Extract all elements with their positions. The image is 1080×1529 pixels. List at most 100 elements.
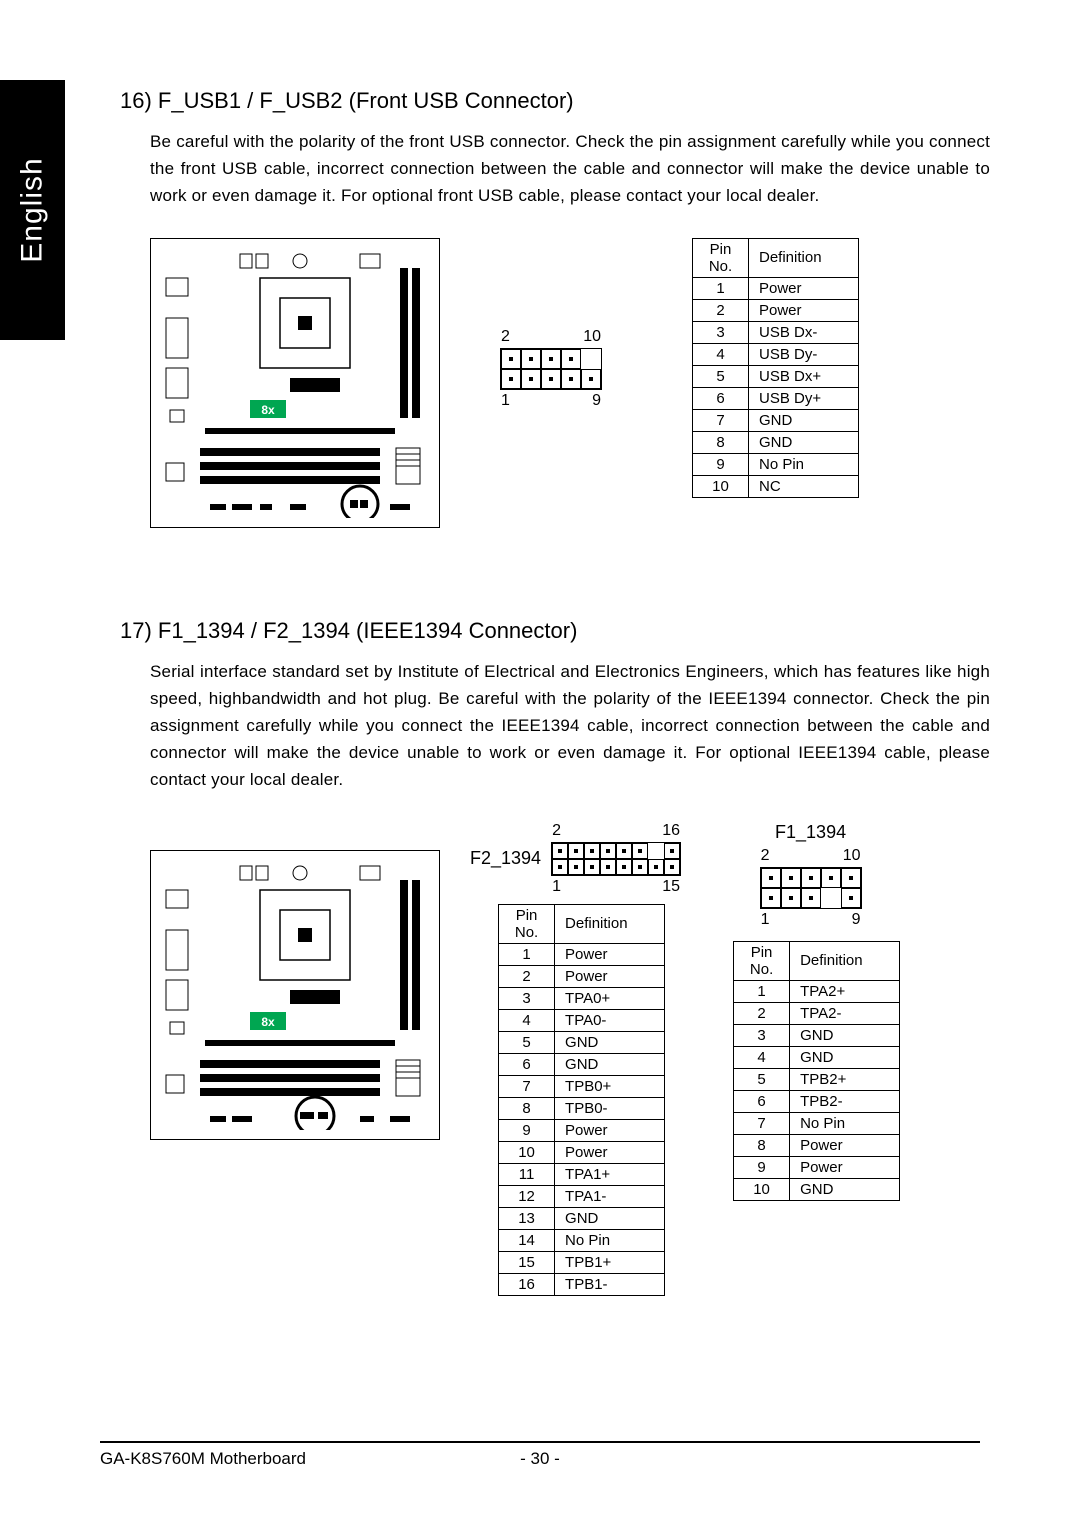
table-cell: TPA1- (555, 1185, 665, 1207)
table-cell: GND (790, 1046, 900, 1068)
table-cell: 1 (693, 277, 749, 299)
table-row: 5GND (499, 1031, 665, 1053)
table-header: Definition (790, 941, 900, 980)
table-cell: 12 (499, 1185, 555, 1207)
table-cell: GND (790, 1024, 900, 1046)
table-row: 4USB Dy- (693, 343, 859, 365)
table-cell: 5 (499, 1031, 555, 1053)
table-header: Pin No. (734, 941, 790, 980)
table-row: 8GND (693, 431, 859, 453)
table-cell: 15 (499, 1251, 555, 1273)
table-row: 7No Pin (734, 1112, 900, 1134)
table-cell: 4 (734, 1046, 790, 1068)
section17-figures-row: 8x (150, 822, 990, 1296)
table-cell: 4 (499, 1009, 555, 1031)
table-cell: GND (749, 431, 859, 453)
table-cell: TPA2- (790, 1002, 900, 1024)
table-cell: USB Dx- (749, 321, 859, 343)
table-row: 7TPB0+ (499, 1075, 665, 1097)
table-cell: 2 (499, 965, 555, 987)
table-row: 16TPB1- (499, 1273, 665, 1295)
table-cell: 1 (734, 980, 790, 1002)
language-tab: English (0, 80, 65, 340)
f1-1394-label: F1_1394 (775, 822, 846, 843)
motherboard-diagram-16: 8x (150, 238, 440, 528)
table-cell: 16 (499, 1273, 555, 1295)
table-row: 3TPA0+ (499, 987, 665, 1009)
table-cell: 1 (499, 943, 555, 965)
table-row: 15TPB1+ (499, 1251, 665, 1273)
table-row: 1TPA2+ (734, 980, 900, 1002)
section17-heading: 17) F1_1394 / F2_1394 (IEEE1394 Connecto… (120, 618, 990, 644)
section16-heading: 16) F_USB1 / F_USB2 (Front USB Connector… (120, 88, 990, 114)
table-cell: 10 (499, 1141, 555, 1163)
table-row: 9Power (499, 1119, 665, 1141)
table-cell: No Pin (790, 1112, 900, 1134)
usb-connector-diagram: 21019 (500, 328, 602, 410)
table-cell: 6 (499, 1053, 555, 1075)
table-cell: 2 (693, 299, 749, 321)
table-header: Definition (749, 238, 859, 277)
table-row: 5TPB2+ (734, 1068, 900, 1090)
table-row: 9No Pin (693, 453, 859, 475)
table-cell: 9 (499, 1119, 555, 1141)
table-row: 10GND (734, 1178, 900, 1200)
footer-page-number: - 30 - (393, 1449, 686, 1469)
table-row: 3USB Dx- (693, 321, 859, 343)
table-cell: 9 (693, 453, 749, 475)
table-row: 2TPA2- (734, 1002, 900, 1024)
table-header: Definition (555, 904, 665, 943)
table-cell: GND (555, 1031, 665, 1053)
table-cell: 5 (734, 1068, 790, 1090)
table-row: 10NC (693, 475, 859, 497)
f1-pin-table: Pin No. Definition 1TPA2+2TPA2-3GND4GND5… (733, 941, 900, 1201)
table-cell: Power (555, 965, 665, 987)
table-cell: 3 (693, 321, 749, 343)
table-row: 8Power (734, 1134, 900, 1156)
table-cell: TPA1+ (555, 1163, 665, 1185)
table-cell: 3 (499, 987, 555, 1009)
table-row: 6TPB2- (734, 1090, 900, 1112)
table-cell: Power (555, 1119, 665, 1141)
f2-1394-label: F2_1394 (470, 848, 541, 869)
table-row: 5USB Dx+ (693, 365, 859, 387)
svg-text:8x: 8x (261, 1015, 275, 1029)
table-cell: GND (790, 1178, 900, 1200)
f2-pin-table: Pin No. Definition 1Power2Power3TPA0+4TP… (498, 904, 665, 1296)
table-cell: Power (555, 943, 665, 965)
table-cell: Power (749, 299, 859, 321)
table-row: 6USB Dy+ (693, 387, 859, 409)
table-header: Pin No. (693, 238, 749, 277)
table-row: 2Power (693, 299, 859, 321)
table-cell: TPA0+ (555, 987, 665, 1009)
table-cell: GND (749, 409, 859, 431)
table-row: 1Power (693, 277, 859, 299)
table-cell: 13 (499, 1207, 555, 1229)
table-row: 7GND (693, 409, 859, 431)
section16-figures-row: 8x (150, 238, 990, 528)
table-cell: GND (555, 1053, 665, 1075)
table-row: 10Power (499, 1141, 665, 1163)
table-cell: No Pin (749, 453, 859, 475)
page-footer: GA-K8S760M Motherboard - 30 - (100, 1441, 980, 1469)
table-cell: No Pin (555, 1229, 665, 1251)
table-row: 14No Pin (499, 1229, 665, 1251)
table-cell: 7 (693, 409, 749, 431)
table-cell: 4 (693, 343, 749, 365)
table-cell: 8 (499, 1097, 555, 1119)
table-cell: USB Dy- (749, 343, 859, 365)
section16-body: Be careful with the polarity of the fron… (150, 128, 990, 210)
table-cell: 9 (734, 1156, 790, 1178)
table-cell: 11 (499, 1163, 555, 1185)
table-cell: 7 (499, 1075, 555, 1097)
table-cell: TPA2+ (790, 980, 900, 1002)
page-content: 16) F_USB1 / F_USB2 (Front USB Connector… (120, 88, 990, 1296)
table-row: 6GND (499, 1053, 665, 1075)
table-cell: TPA0- (555, 1009, 665, 1031)
section17-body: Serial interface standard set by Institu… (150, 658, 990, 794)
table-row: 4TPA0- (499, 1009, 665, 1031)
table-cell: 8 (734, 1134, 790, 1156)
table-row: 8TPB0- (499, 1097, 665, 1119)
table-cell: 6 (693, 387, 749, 409)
table-cell: GND (555, 1207, 665, 1229)
